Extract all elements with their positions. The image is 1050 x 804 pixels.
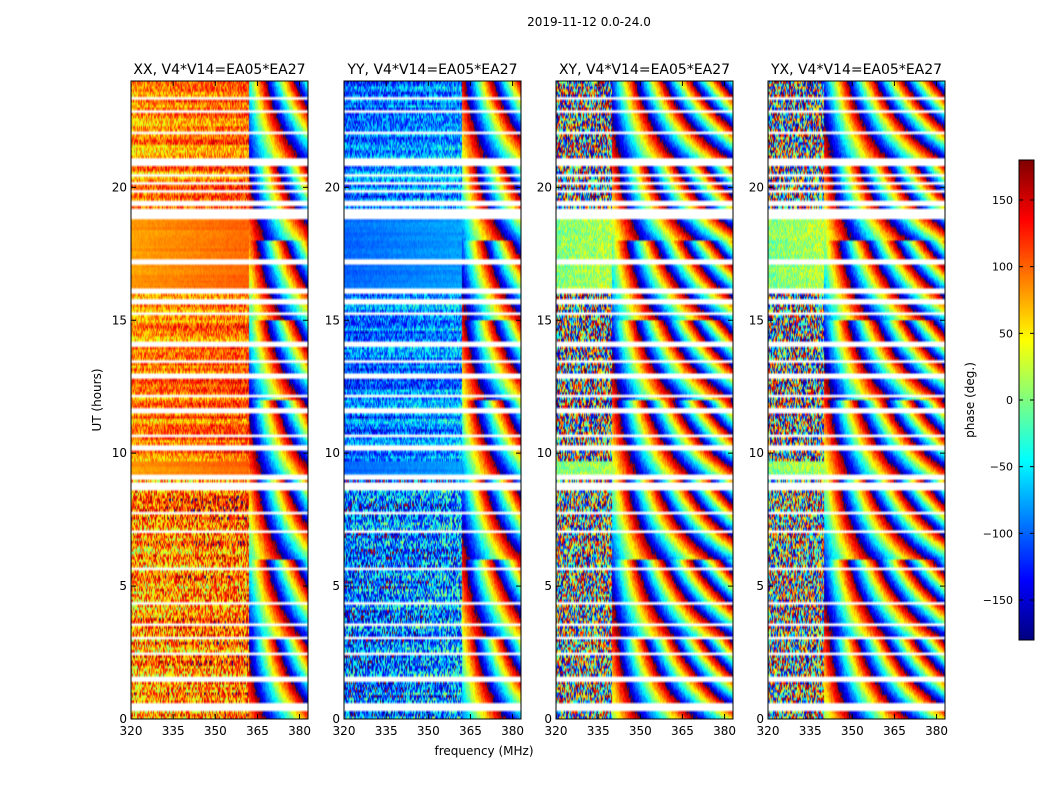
- y-tick-label: 5: [119, 579, 127, 593]
- y-tick-label: 10: [325, 446, 340, 460]
- y-tick-label: 0: [756, 712, 764, 726]
- y-tick-label: 10: [749, 446, 764, 460]
- colorbar: −150 −100 −50 0 50 100 150: [983, 159, 1035, 641]
- panel-title: YY, V4*V14=EA05*EA27: [346, 62, 517, 78]
- x-tick-label: 320: [757, 724, 780, 738]
- heatmap-image: [344, 81, 521, 719]
- panels-group: XX, V4*V14=EA05*EA27 320 335 350 365 380 0 5 10 1…: [112, 62, 948, 738]
- x-tick-label: 335: [587, 724, 610, 738]
- colorbar-tick-label: 150: [992, 194, 1013, 207]
- panel-frame: [555, 80, 734, 720]
- y-tick-label: 15: [749, 313, 764, 327]
- colorbar-tick-label: 100: [992, 261, 1013, 274]
- colorbar-tick-label: 50: [999, 327, 1013, 340]
- x-tick-label: 320: [120, 724, 143, 738]
- y-tick-label: 0: [332, 712, 340, 726]
- y-tick-label: 0: [119, 712, 127, 726]
- heatmap-image: [556, 81, 733, 719]
- y-tick-label: 0: [544, 712, 552, 726]
- y-tick-label: 5: [332, 579, 340, 593]
- heatmap-image: [768, 81, 945, 719]
- x-tick-label: 380: [713, 724, 736, 738]
- x-tick-label: 350: [204, 724, 227, 738]
- y-tick-label: 15: [537, 313, 552, 327]
- panel-frame: [343, 80, 522, 720]
- x-tick-label: 365: [246, 724, 269, 738]
- colorbar-tick-label: −50: [990, 461, 1013, 474]
- x-tick-label: 335: [375, 724, 398, 738]
- x-tick-label: 380: [288, 724, 311, 738]
- x-tick-label: 335: [162, 724, 185, 738]
- x-axis-label: frequency (MHz): [434, 744, 533, 758]
- x-tick-label: 365: [671, 724, 694, 738]
- x-tick-label: 380: [925, 724, 948, 738]
- y-axis-label: UT (hours): [90, 368, 104, 431]
- x-tick-label: 365: [883, 724, 906, 738]
- panel-2: XY, V4*V14=EA05*EA27 320 335 350 365 380 0 5 10 1…: [537, 62, 736, 738]
- panel-0: XX, V4*V14=EA05*EA27 320 335 350 365 380 0 5 10 1…: [112, 62, 311, 738]
- y-tick-label: 20: [749, 180, 764, 194]
- y-tick-label: 20: [537, 180, 552, 194]
- panel-frame: [767, 80, 946, 720]
- colorbar-label: phase (deg.): [963, 362, 977, 438]
- y-tick-label: 20: [325, 180, 340, 194]
- panel-title: XX, V4*V14=EA05*EA27: [133, 62, 305, 78]
- x-tick-label: 320: [333, 724, 356, 738]
- y-tick-label: 5: [544, 579, 552, 593]
- heatmap-image: [131, 81, 308, 719]
- panel-1: YY, V4*V14=EA05*EA27 320 335 350 365 380 0 5 10 1…: [325, 62, 524, 738]
- x-tick-label: 320: [545, 724, 568, 738]
- colorbar-tick-label: −150: [983, 594, 1013, 607]
- colorbar-tick-label: −100: [983, 527, 1013, 540]
- panel-frame: [130, 80, 309, 720]
- y-tick-label: 5: [756, 579, 764, 593]
- y-tick-label: 10: [112, 446, 127, 460]
- figure-suptitle: 2019-11-12 0.0-24.0: [527, 15, 651, 29]
- x-tick-label: 380: [501, 724, 524, 738]
- y-tick-label: 10: [537, 446, 552, 460]
- x-tick-label: 350: [417, 724, 440, 738]
- x-tick-label: 365: [459, 724, 482, 738]
- panel-title: YX, V4*V14=EA05*EA27: [770, 62, 942, 78]
- x-tick-label: 335: [799, 724, 822, 738]
- panel-title: XY, V4*V14=EA05*EA27: [559, 62, 730, 78]
- y-tick-label: 15: [325, 313, 340, 327]
- y-tick-label: 15: [112, 313, 127, 327]
- x-tick-label: 350: [841, 724, 864, 738]
- colorbar-tick-label: 0: [1006, 394, 1013, 407]
- y-tick-label: 20: [112, 180, 127, 194]
- x-tick-label: 350: [629, 724, 652, 738]
- panel-3: YX, V4*V14=EA05*EA27 320 335 350 365 380 0 5 10 1…: [749, 62, 948, 738]
